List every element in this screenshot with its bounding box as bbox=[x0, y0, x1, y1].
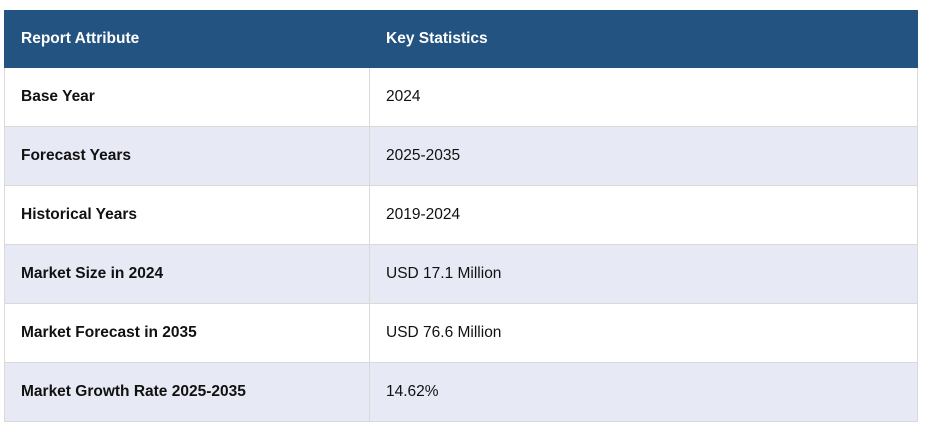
table-row: Market Growth Rate 2025-2035 14.62% bbox=[4, 362, 918, 422]
value-cell: 2024 bbox=[369, 67, 918, 127]
attribute-cell: Market Forecast in 2035 bbox=[4, 303, 370, 363]
value-cell: USD 17.1 Million bbox=[369, 244, 918, 304]
attribute-cell: Market Growth Rate 2025-2035 bbox=[4, 362, 370, 422]
table-header: Report Attribute Key Statistics bbox=[4, 10, 918, 68]
stats-table-container: Report Attribute Key Statistics Base Year… bbox=[4, 10, 918, 422]
table-row: Market Size in 2024 USD 17.1 Million bbox=[4, 244, 918, 304]
attribute-cell: Base Year bbox=[4, 67, 370, 127]
header-cell: Key Statistics bbox=[369, 10, 918, 68]
table-row: Historical Years 2019-2024 bbox=[4, 185, 918, 245]
table-body: Base Year 2024 Forecast Years 2025-2035 Hist… bbox=[4, 67, 918, 422]
attribute-cell: Market Size in 2024 bbox=[4, 244, 370, 304]
header-cell: Report Attribute bbox=[4, 10, 370, 68]
value-cell: 2025-2035 bbox=[369, 126, 918, 186]
stats-table: Report Attribute Key Statistics Base Year… bbox=[4, 10, 918, 422]
table-row: Market Forecast in 2035 USD 76.6 Million bbox=[4, 303, 918, 363]
value-cell: 2019-2024 bbox=[369, 185, 918, 245]
attribute-cell: Historical Years bbox=[4, 185, 370, 245]
table-row: Forecast Years 2025-2035 bbox=[4, 126, 918, 186]
table-row: Base Year 2024 bbox=[4, 67, 918, 127]
header-row: Report Attribute Key Statistics bbox=[4, 10, 918, 68]
value-cell: 14.62% bbox=[369, 362, 918, 422]
value-cell: USD 76.6 Million bbox=[369, 303, 918, 363]
attribute-cell: Forecast Years bbox=[4, 126, 370, 186]
